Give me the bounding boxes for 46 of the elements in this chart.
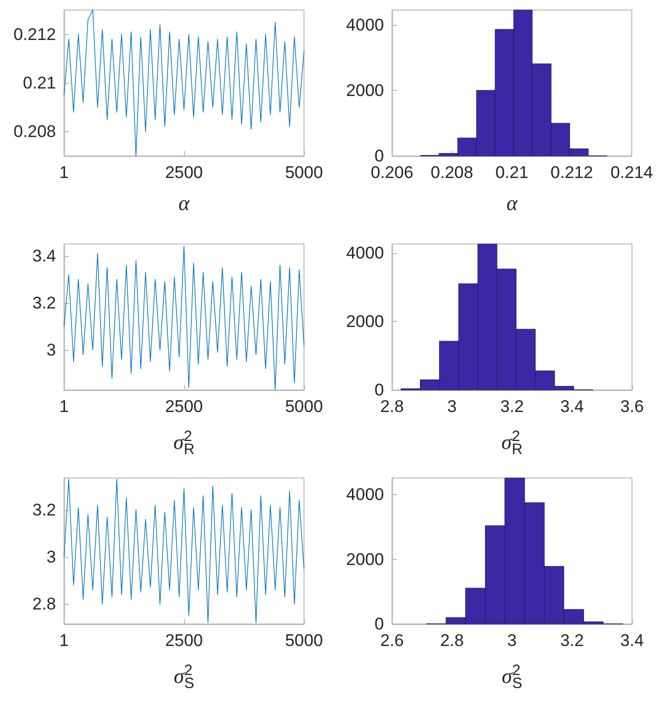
line-series: [64, 478, 304, 624]
y-tick-label: 4000: [346, 485, 384, 504]
x-tick-label: 2500: [165, 163, 203, 182]
x-tick-label: 5000: [285, 163, 323, 182]
y-tick-label: 3: [46, 547, 56, 566]
y-tick-label: 2000: [346, 80, 384, 100]
x-tick-label: 3.2: [500, 397, 524, 416]
x-tick-label: 2.6: [380, 631, 404, 650]
x-tick-label: 3.2: [560, 631, 584, 650]
y-tick-label: 0: [374, 614, 384, 634]
x-axis-title: α: [177, 190, 191, 217]
y-tick-label: 3.2: [32, 293, 56, 312]
x-tick-label: 2500: [165, 397, 203, 416]
x-tick-label: 2.8: [440, 631, 464, 650]
x-axis-title: α: [505, 190, 519, 217]
x-tick-label: 3.4: [560, 397, 584, 416]
x-tick-label: 0.214: [610, 163, 654, 182]
x-tick-label: 0.21: [495, 163, 528, 182]
x-tick-label: 5000: [285, 631, 323, 650]
x-tick-label: 0.206: [370, 163, 414, 182]
y-tick-label: 0.212: [13, 24, 56, 44]
x-tick-label: 2500: [165, 631, 203, 650]
line-series: [64, 10, 304, 156]
x-tick-label: 3: [507, 631, 517, 650]
x-tick-label: 3: [447, 397, 457, 416]
x-tick-label: 1: [59, 631, 69, 650]
x-tick-label: 1: [59, 163, 69, 182]
x-tick-label: 1: [59, 397, 69, 416]
y-tick-label: 0: [374, 380, 384, 400]
line-series: [64, 246, 304, 390]
y-tick-label: 3.4: [32, 246, 56, 266]
y-tick-label: 0.21: [22, 74, 56, 92]
y-tick-label: 2000: [346, 550, 384, 569]
y-tick-label: 4000: [346, 244, 384, 263]
y-tick-label: 4000: [346, 15, 384, 34]
y-tick-label: 2.8: [32, 594, 56, 614]
y-tick-label: 3: [46, 340, 56, 360]
x-tick-label: 3.6: [620, 397, 644, 416]
y-tick-label: 2000: [346, 312, 384, 332]
y-tick-label: 0: [374, 146, 384, 166]
y-tick-label: 3.2: [32, 500, 56, 520]
y-tick-label: 0.208: [13, 122, 56, 142]
x-tick-label: 0.208: [430, 163, 474, 182]
x-tick-label: 0.212: [550, 163, 594, 182]
x-tick-label: 5000: [285, 397, 323, 416]
x-tick-label: 3.4: [620, 631, 644, 650]
